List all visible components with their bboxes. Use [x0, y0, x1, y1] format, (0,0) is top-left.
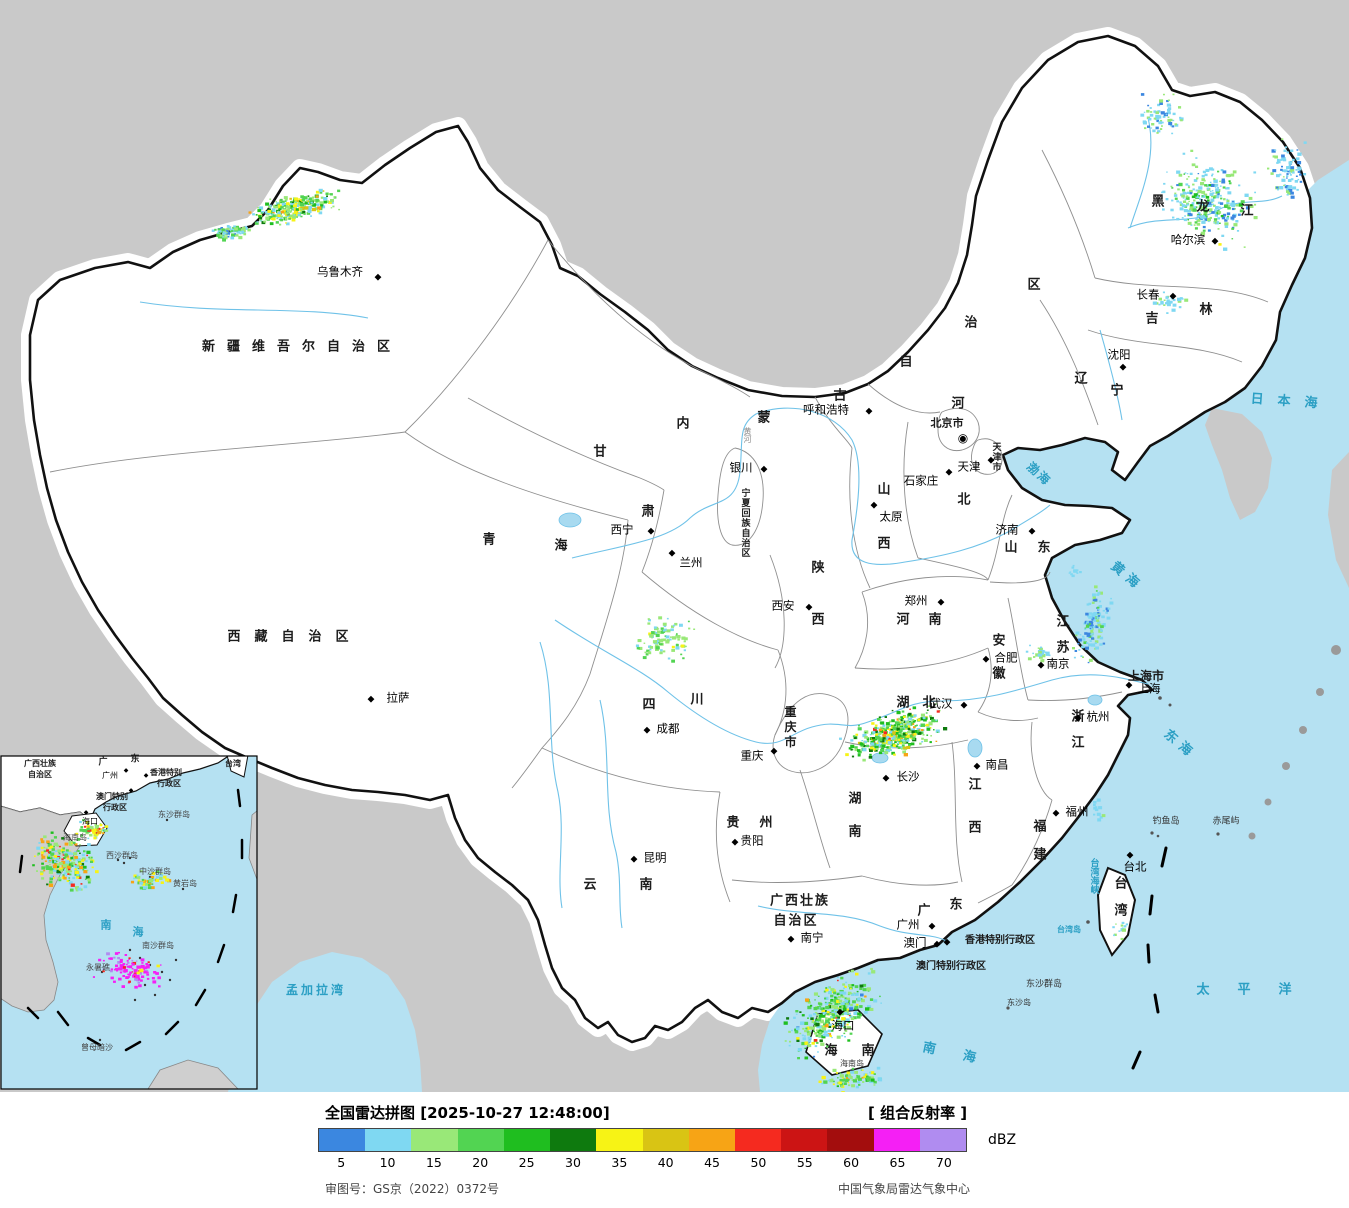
legend-title: 全国雷达拼图 [2025-10-27 12:48:00] — [325, 1104, 610, 1122]
radar-cluster-inset-magenta — [92, 951, 162, 989]
inset-luzon — [248, 810, 257, 881]
radar-cluster-heilongjiang-e — [1267, 138, 1307, 199]
dbz-segment-25 — [503, 1129, 551, 1151]
dbz-tick-5: 5 — [337, 1155, 346, 1170]
tarim-river — [139, 301, 369, 319]
dash-line-main — [1131, 846, 1168, 1070]
dbz-unit-label: dBZ — [988, 1132, 1017, 1148]
radar-cluster-inset-zhongsha — [130, 870, 172, 890]
rivers — [139, 117, 1283, 943]
south-china-sea-inset — [0, 755, 258, 1090]
dbz-segment-10 — [365, 1129, 412, 1151]
legend-product-label: [ 组合反射率 ] — [868, 1104, 968, 1122]
dbz-segment-70 — [919, 1129, 967, 1151]
radar-cluster-hubei-hunan — [839, 703, 948, 762]
dbz-segment-45 — [688, 1129, 735, 1151]
radar-cluster-shandong-bits — [1068, 564, 1082, 578]
radar-cluster-jilin — [1152, 291, 1189, 314]
japan-coast — [1328, 452, 1349, 588]
province-borders — [49, 149, 1269, 904]
dbz-tick-65: 65 — [889, 1155, 906, 1170]
map-canvas — [0, 0, 1349, 1092]
yangtze-river — [554, 619, 1149, 744]
dbz-tick-30: 30 — [565, 1155, 581, 1170]
songhua-river — [1127, 195, 1283, 229]
taiwan-island — [1096, 866, 1137, 957]
dbz-tick-55: 55 — [796, 1155, 813, 1170]
dbz-tick-35: 35 — [611, 1155, 628, 1170]
dbz-segment-65 — [873, 1129, 920, 1151]
dbz-tick-50: 50 — [750, 1155, 767, 1170]
dbz-segment-30 — [550, 1129, 597, 1151]
dbz-tick-70: 70 — [935, 1155, 952, 1170]
yellow-river — [571, 407, 1051, 565]
survey-number: 审图号：GS京（2022）0372号 — [325, 1182, 499, 1196]
dbz-segment-50 — [734, 1129, 782, 1151]
dbz-tick-40: 40 — [657, 1155, 674, 1170]
radar-cluster-fujian-coast-bits — [1093, 798, 1106, 822]
radar-cluster-taiwan-bits — [1112, 921, 1129, 941]
radar-cluster-south-coast — [783, 967, 882, 1060]
inset-borneo — [147, 1059, 239, 1089]
dbz-scale-ticks: 5 10 15 20 25 30 35 40 45 50 55 60 65 70 — [318, 1155, 967, 1170]
radar-cluster-central-sichuan — [635, 616, 696, 663]
credit-label: 中国气象局雷达气象中心 — [838, 1182, 971, 1196]
dbz-segment-20 — [457, 1129, 504, 1151]
dbz-scale-bar — [318, 1128, 967, 1152]
dbz-segment-5 — [319, 1129, 366, 1151]
inset-radar-echo-layer — [32, 819, 172, 989]
korea-peninsula — [1205, 408, 1272, 520]
radar-cluster-inset-vietnam — [32, 831, 99, 892]
inset-island-dots — [98, 818, 185, 1042]
inset-border — [0, 755, 258, 1090]
legend-panel: 全国雷达拼图 [2025-10-27 12:48:00] [ 组合反射率 ] d… — [0, 1092, 1349, 1208]
dbz-segment-15 — [411, 1129, 458, 1151]
dash-line-inset — [18, 788, 244, 1052]
pearl-river — [757, 905, 949, 943]
radar-map: 新疆维吾尔自治区 西藏自治区青海甘肃内蒙古自治区宁夏回族自治区陕西山西河北山东河南… — [0, 0, 1349, 1092]
islets — [1006, 696, 1220, 1010]
radar-cluster-nw-xinjiang-w — [211, 225, 251, 242]
inset-taiwan — [226, 756, 249, 778]
sea-area — [758, 160, 1349, 1092]
dbz-tick-60: 60 — [843, 1155, 860, 1170]
china-landmass — [28, 34, 1314, 1044]
radar-cluster-jiangsu-coast — [1072, 585, 1114, 664]
radar-echo-layer — [211, 93, 1307, 1092]
radar-cluster-nanjing-bits — [1025, 644, 1051, 663]
dbz-segment-55 — [781, 1129, 828, 1151]
lakes — [558, 512, 1103, 764]
radar-cluster-hainan-south — [818, 1066, 883, 1092]
dbz-segment-60 — [827, 1129, 874, 1151]
bay-of-bengal — [228, 952, 422, 1092]
dbz-tick-25: 25 — [518, 1155, 535, 1170]
radar-cluster-nw-xinjiang — [248, 188, 341, 226]
dbz-tick-15: 15 — [425, 1155, 442, 1170]
dbz-segment-35 — [596, 1129, 643, 1151]
dbz-segment-40 — [642, 1129, 689, 1151]
dbz-tick-10: 10 — [379, 1155, 396, 1170]
radar-cluster-heilongjiang — [1161, 149, 1258, 251]
dbz-tick-20: 20 — [472, 1155, 489, 1170]
ryukyu-islands — [1248, 645, 1341, 840]
radar-cluster-heilongjiang-n — [1140, 93, 1184, 135]
dbz-tick-45: 45 — [704, 1155, 720, 1170]
radar-cluster-inset-hainan — [72, 819, 109, 844]
